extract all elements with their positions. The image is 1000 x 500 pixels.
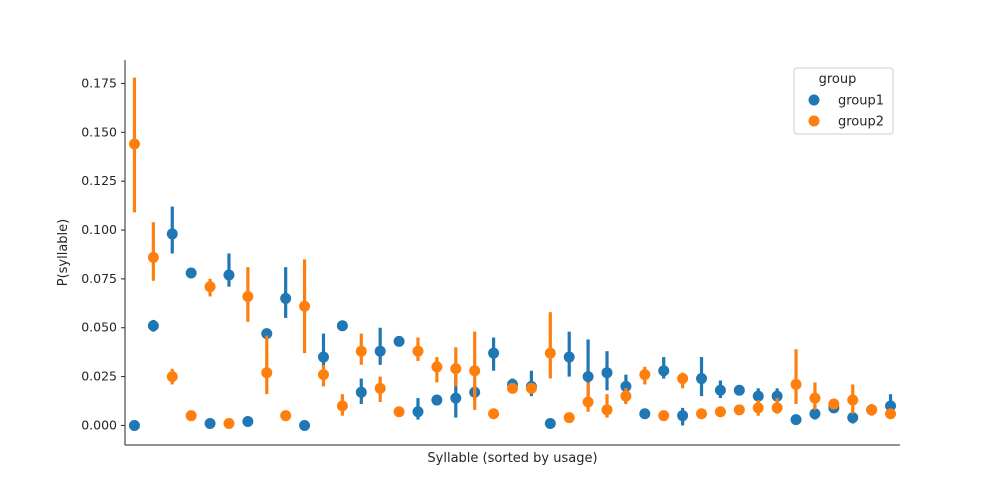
group2-point-34: [771, 402, 783, 414]
group2-point-9: [299, 300, 311, 312]
group2-point-2: [166, 371, 178, 383]
y-tick-label: 0.050: [81, 320, 117, 335]
group1-point-9: [299, 419, 311, 431]
group1-point-29: [677, 410, 689, 422]
group2-point-12: [355, 345, 367, 357]
group2-point-35: [790, 378, 802, 390]
group1-point-36: [809, 408, 821, 420]
group1-point-11: [336, 320, 348, 332]
group1-point-5: [223, 269, 235, 281]
group2-point-18: [469, 365, 481, 377]
group1-point-4: [204, 418, 216, 430]
group1-point-28: [658, 365, 670, 377]
group1-point-32: [733, 384, 745, 396]
y-tick-label: 0.000: [81, 417, 117, 432]
group1-point-35: [790, 414, 802, 426]
group2-point-30: [696, 408, 708, 420]
group2-point-15: [412, 345, 424, 357]
group2-point-37: [828, 398, 840, 410]
group1-point-13: [374, 345, 386, 357]
group2-point-21: [525, 382, 537, 394]
group2-point-14: [393, 406, 405, 418]
group2-point-1: [147, 251, 159, 263]
group2-point-27: [639, 369, 651, 381]
group2-point-4: [204, 281, 216, 293]
group2-point-19: [488, 408, 500, 420]
group1-point-0: [128, 419, 140, 431]
y-tick-label: 0.125: [81, 173, 117, 188]
group2-point-7: [261, 367, 273, 379]
group2-point-32: [733, 404, 745, 416]
group2-point-6: [242, 290, 254, 302]
group2-point-26: [620, 390, 632, 402]
group2-point-5: [223, 418, 235, 430]
group2-point-13: [374, 382, 386, 394]
group1-point-6: [242, 416, 254, 428]
group1-point-17: [450, 392, 462, 404]
legend-marker-group1: [808, 94, 820, 106]
group2-point-20: [507, 382, 518, 394]
group1-point-2: [166, 228, 178, 240]
group1-point-24: [582, 371, 594, 383]
y-tick-label: 0.100: [81, 222, 117, 237]
group2-point-28: [658, 410, 670, 422]
group1-point-34: [771, 390, 783, 402]
group1-point-30: [696, 373, 708, 385]
group1-point-12: [355, 386, 367, 398]
group1-point-16: [431, 394, 443, 406]
group2-point-23: [563, 412, 575, 424]
group1-point-33: [752, 390, 764, 402]
group1-point-27: [639, 408, 651, 420]
group1-point-22: [544, 418, 556, 430]
group2-point-11: [336, 400, 348, 412]
x-axis-title: Syllable (sorted by usage): [427, 451, 597, 466]
y-tick-label: 0.150: [81, 124, 117, 139]
group2-point-36: [809, 392, 821, 404]
group2-point-38: [847, 394, 859, 406]
group1-point-25: [601, 367, 613, 379]
group2-point-40: [885, 408, 897, 420]
group2-point-0: [128, 138, 140, 150]
group2-point-24: [582, 396, 594, 408]
group2-point-22: [544, 347, 556, 359]
legend: group group1 group2: [793, 67, 894, 135]
group1-point-19: [488, 347, 500, 359]
plot-area: [128, 77, 897, 431]
y-tick-label: 0.025: [81, 369, 117, 384]
group1-point-14: [393, 335, 405, 347]
legend-label-group1: group1: [838, 94, 884, 109]
y-axis: 0.000 0.025 0.050 0.075 0.100 0.125 0.150 0.175: [81, 60, 126, 445]
group2-point-8: [280, 410, 292, 422]
group1-point-10: [317, 351, 329, 363]
group2-point-3: [185, 410, 197, 422]
group1-point-8: [280, 292, 292, 304]
group1-point-23: [563, 351, 575, 363]
y-tick-label: 0.175: [81, 75, 117, 90]
group2-point-17: [450, 363, 462, 375]
legend-title: group: [819, 72, 857, 87]
group2-point-10: [317, 369, 329, 381]
group2-point-39: [866, 404, 878, 416]
y-tick-label: 0.075: [81, 271, 117, 286]
group1-point-15: [412, 406, 424, 418]
group1-point-7: [261, 328, 273, 340]
group2-point-16: [431, 361, 443, 373]
group1-point-38: [847, 412, 859, 424]
y-axis-title: P(syllable): [56, 219, 71, 287]
group2-point-29: [677, 373, 689, 385]
legend-box: [793, 67, 894, 135]
group1-point-40: [885, 400, 897, 412]
group2-point-25: [601, 404, 613, 416]
group1-point-3: [185, 267, 197, 279]
group1-point-1: [147, 320, 159, 332]
group1-point-26: [620, 380, 632, 392]
group1-point-31: [714, 384, 726, 396]
legend-marker-group2: [808, 115, 820, 127]
group2-point-31: [714, 406, 726, 418]
series-group2: [128, 77, 897, 430]
group2-point-33: [752, 402, 764, 414]
legend-label-group2: group2: [838, 115, 884, 130]
series-group1: [128, 206, 897, 431]
